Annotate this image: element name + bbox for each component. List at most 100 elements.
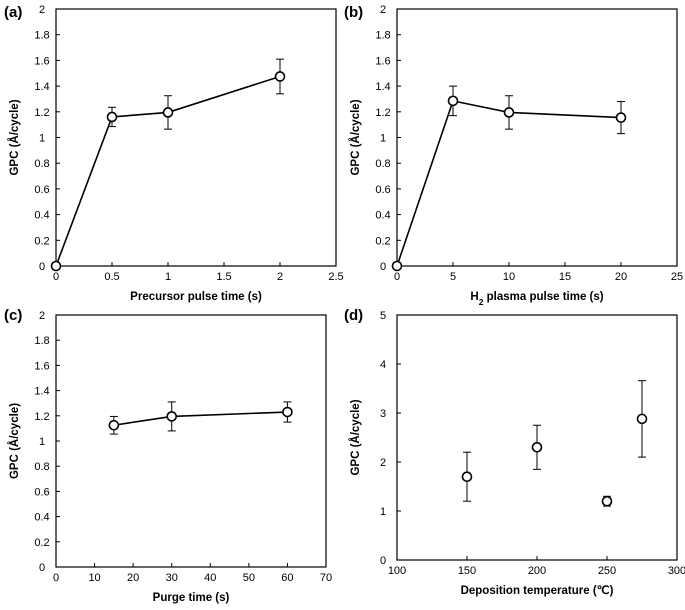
- y-tick-label: 1.6: [375, 55, 390, 67]
- y-tick-label: 0.8: [34, 158, 49, 170]
- x-tick-label: 70: [320, 572, 332, 584]
- panel-label: (b): [344, 4, 363, 21]
- y-axis-label: GPC (Å/cycle): [349, 399, 362, 475]
- y-axis-label: GPC (Å/cycle): [8, 99, 21, 175]
- y-tick-label: 0.6: [34, 486, 49, 498]
- y-tick-label: 1: [380, 133, 386, 145]
- y-tick-label: 1: [39, 436, 45, 448]
- y-axis-label: GPC (Å/cycle): [8, 403, 21, 479]
- x-tick-label: 15: [559, 271, 571, 283]
- y-tick-label: 4: [380, 359, 386, 371]
- y-tick-label: 1: [39, 133, 45, 145]
- data-point: [274, 71, 286, 82]
- series-line: [55, 75, 281, 267]
- y-tick-label: 1: [380, 506, 386, 518]
- data-point: [108, 419, 120, 431]
- x-tick-label: 5: [450, 271, 456, 283]
- y-tick-label: 0.6: [375, 184, 390, 196]
- data-point: [166, 411, 178, 422]
- x-tick-label: 0: [53, 271, 59, 283]
- y-axis-label: GPC (Å/cycle): [349, 99, 362, 175]
- y-tick-label: 0.8: [375, 158, 390, 170]
- series-line: [396, 99, 622, 267]
- y-tick-label: 1.4: [34, 386, 49, 398]
- data-point: [106, 111, 118, 123]
- x-tick-label: 2: [277, 271, 283, 283]
- data-point: [636, 413, 648, 425]
- y-tick-label: 2: [39, 4, 45, 16]
- plot-frame: [55, 314, 327, 568]
- data-point: [391, 260, 403, 272]
- x-tick-label: 0: [394, 271, 400, 283]
- x-tick-label: 200: [528, 565, 546, 577]
- x-tick-label: 2.5: [328, 271, 343, 283]
- series-line: [113, 411, 288, 427]
- y-tick-label: 1.6: [34, 360, 49, 372]
- x-tick-label: 25: [671, 271, 683, 283]
- data-point: [162, 107, 174, 118]
- x-axis-label-rest: plasma pulse time (s): [483, 291, 603, 303]
- x-tick-label: 10: [503, 271, 515, 283]
- panel-c: (c) 0 10 20 30 40 50 60 70 0 0.2 0.4 0.6 0.8 1 1.2 1.4 1…: [4, 307, 332, 604]
- x-tick-label: 40: [204, 572, 216, 584]
- y-tick-label: 0.6: [34, 184, 49, 196]
- x-axis-label-main: H: [470, 291, 478, 303]
- panel-label: (a): [4, 4, 22, 21]
- y-tick-label: 1.2: [34, 107, 49, 119]
- y-tick-label: 1.4: [34, 81, 49, 93]
- y-tick-label: 1.4: [375, 81, 390, 93]
- y-tick-label: 0.2: [375, 235, 390, 247]
- x-axis-label: Precursor pulse time (s): [130, 291, 262, 303]
- x-tick-label: 60: [281, 572, 293, 584]
- y-tick-label: 3: [380, 408, 386, 420]
- x-tick-label: 250: [598, 565, 616, 577]
- x-axis-label: Deposition temperature (℃): [461, 584, 614, 597]
- x-tick-label: 300: [668, 565, 685, 577]
- plot-frame: [396, 314, 678, 561]
- data-point: [615, 112, 627, 123]
- y-tick-label: 5: [380, 310, 386, 322]
- y-tick-label: 1.8: [34, 30, 49, 42]
- y-tick-label: 0.4: [34, 210, 49, 222]
- y-tick-label: 1.2: [375, 107, 390, 119]
- x-tick-label: 20: [127, 572, 139, 584]
- y-tick-label: 0: [39, 562, 45, 574]
- plot-frame: [55, 8, 337, 267]
- panel-label: (d): [344, 307, 363, 324]
- data-point: [461, 471, 473, 483]
- y-tick-label: 0.4: [375, 210, 390, 222]
- y-tick-label: 0: [380, 261, 386, 273]
- y-tick-label: 0: [380, 555, 386, 567]
- y-tick-label: 2: [380, 457, 386, 469]
- y-tick-label: 1.6: [34, 55, 49, 67]
- x-tick-label: 10: [88, 572, 100, 584]
- data-point: [531, 441, 543, 453]
- x-axis-label: H2 plasma pulse time (s): [470, 291, 603, 307]
- y-tick-label: 0: [39, 261, 45, 273]
- plot-frame: [396, 8, 678, 267]
- data-point: [50, 260, 62, 272]
- data-point: [503, 107, 515, 118]
- data-point: [282, 406, 293, 418]
- x-tick-label: 0.5: [104, 271, 119, 283]
- data-point: [447, 95, 459, 107]
- x-tick-label: 30: [166, 572, 178, 584]
- y-tick-label: 2: [39, 310, 45, 322]
- x-tick-label: 0: [53, 572, 59, 584]
- x-tick-label: 1.5: [216, 271, 231, 283]
- y-tick-label: 0.4: [34, 512, 49, 524]
- y-tick-label: 0.2: [34, 235, 49, 247]
- x-tick-label: 1: [165, 271, 171, 283]
- panel-d: (d) 100 150 200 250 300 0 1 2 3 4 5 Deposition tem…: [344, 307, 685, 597]
- y-tick-label: 1.2: [34, 411, 49, 423]
- y-tick-label: 1.8: [375, 30, 390, 42]
- x-axis-label: Purge time (s): [153, 592, 230, 604]
- x-tick-label: 100: [388, 565, 406, 577]
- x-tick-label: 20: [615, 271, 627, 283]
- y-tick-label: 2: [380, 4, 386, 16]
- x-axis-label-subscript: 2: [479, 297, 484, 307]
- y-tick-label: 0.2: [34, 537, 49, 549]
- panel-label: (c): [4, 307, 22, 324]
- y-tick-label: 1.8: [34, 335, 49, 347]
